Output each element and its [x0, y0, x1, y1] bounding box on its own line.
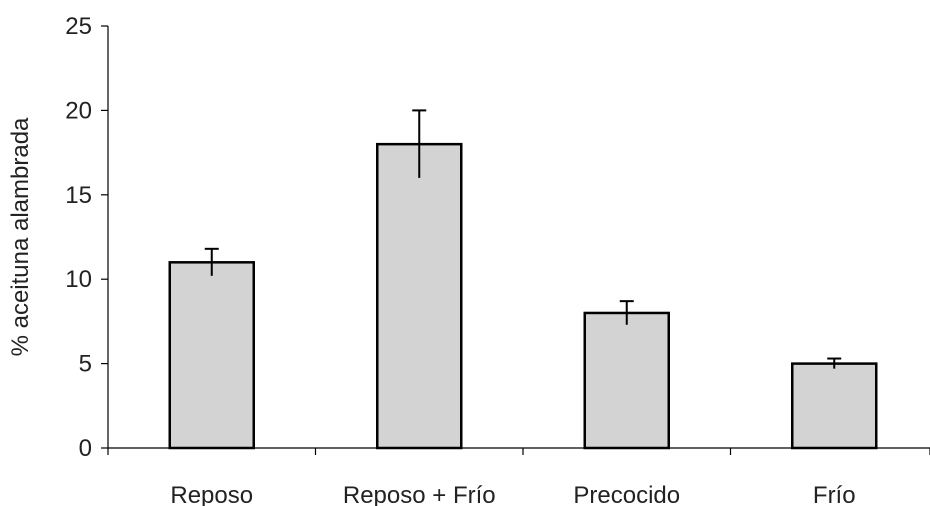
y-tick-label: 5 [79, 351, 92, 378]
bars [168, 142, 878, 450]
bar [791, 362, 878, 450]
x-axis: Reposo Reposo + Frío Precocido Frío [107, 447, 930, 506]
y-axis-title: % aceituna alambrada [7, 117, 34, 356]
x-tick-label: Frío [813, 482, 856, 506]
y-tick-label: 20 [65, 97, 92, 124]
y-tick-label: 25 [65, 13, 92, 40]
x-tick-label: Reposo + Frío [343, 482, 496, 506]
bar [376, 142, 463, 450]
y-tick-label: 0 [79, 435, 92, 462]
bar [168, 261, 255, 450]
y-axis: 0 5 10 15 20 25 [65, 13, 109, 462]
y-tick-label: 15 [65, 182, 92, 209]
y-tick-label: 10 [65, 266, 92, 293]
bar [583, 311, 670, 450]
x-tick-label: Precocido [573, 482, 680, 506]
x-tick-label: Reposo [170, 482, 253, 506]
error-bars [204, 109, 842, 369]
